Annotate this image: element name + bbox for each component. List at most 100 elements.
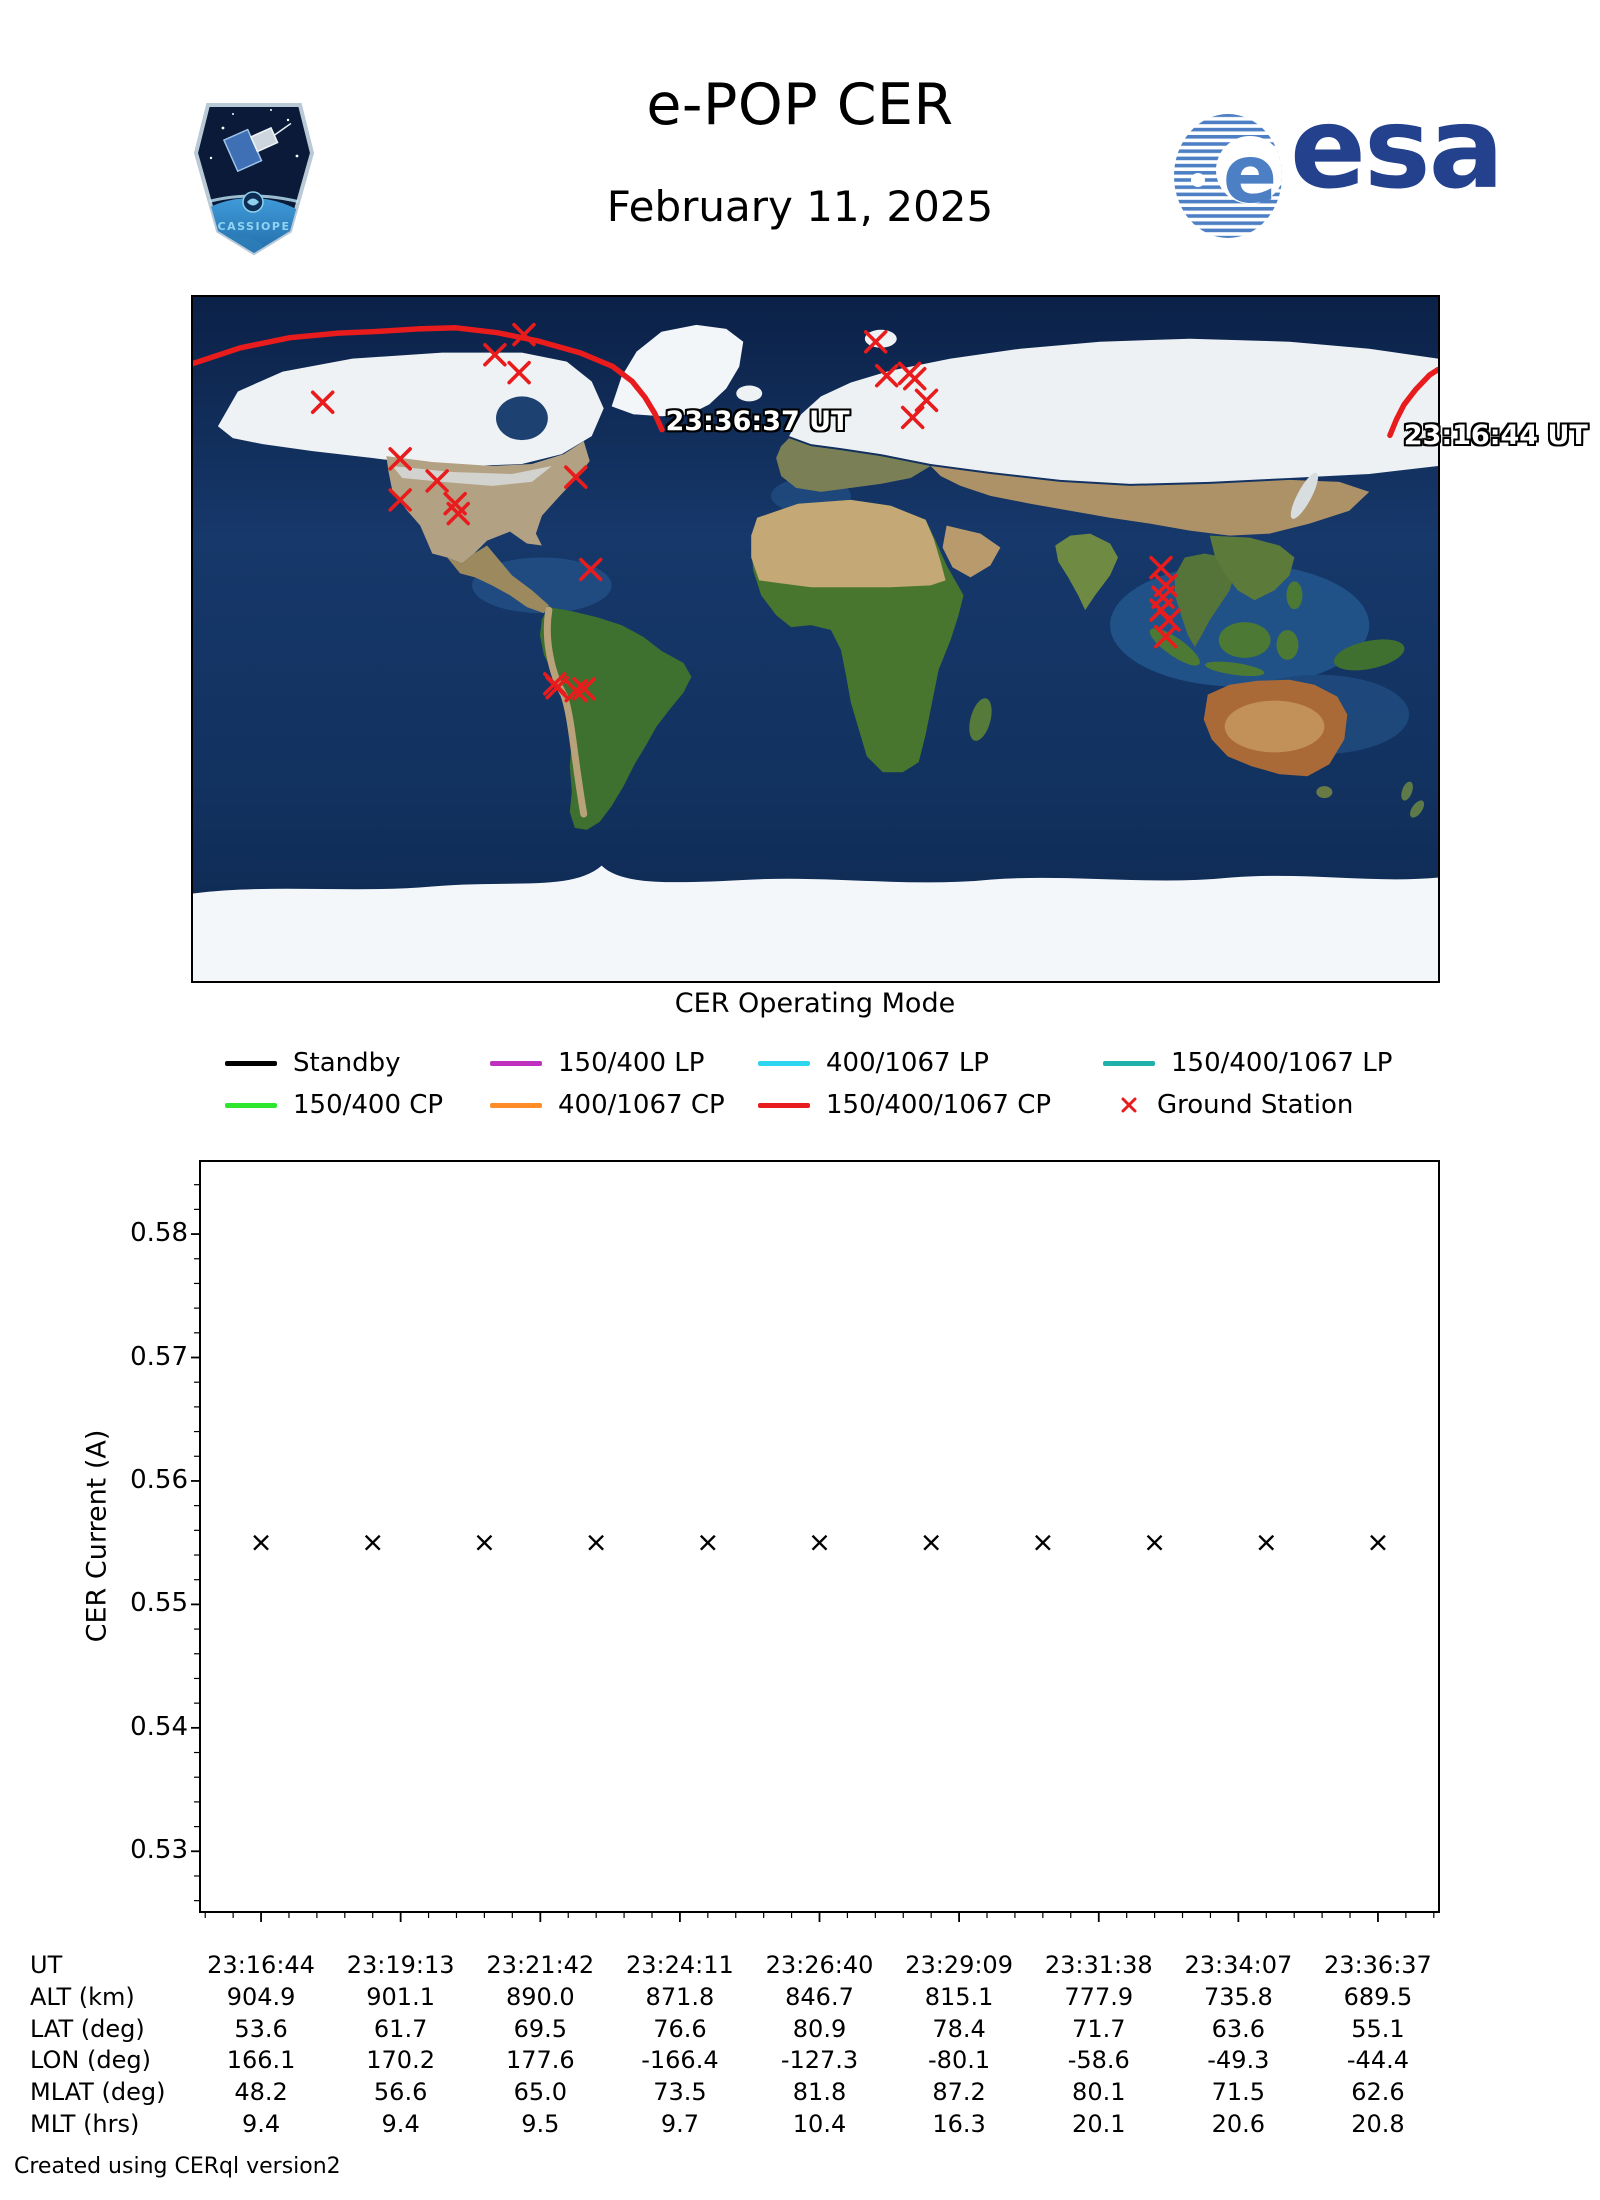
table-cell: 689.5 bbox=[1343, 1982, 1413, 2011]
ground-station-marker bbox=[507, 360, 531, 385]
table-cell: -58.6 bbox=[1067, 2046, 1130, 2075]
table-cell: 9.7 bbox=[660, 2110, 699, 2138]
table-cell: 53.6 bbox=[234, 2014, 288, 2043]
satellite-track bbox=[193, 325, 1438, 439]
y-tick-label: 0.55 bbox=[130, 1588, 188, 1619]
cer-current-point bbox=[1258, 1534, 1275, 1551]
cassiope-mission-patch: CASSIOPE bbox=[193, 98, 315, 258]
legend-item: Ground Station bbox=[1103, 1090, 1353, 1120]
track-end-time-label: 23:36:37 UT bbox=[665, 406, 850, 438]
table-cell: 71.5 bbox=[1211, 2078, 1266, 2107]
esa-logo: e esa bbox=[1172, 84, 1504, 247]
table-cell: 9.4 bbox=[241, 2110, 281, 2138]
cassiope-patch-label: CASSIOPE bbox=[218, 220, 291, 233]
table-cell: 846.7 bbox=[785, 1982, 854, 2011]
table-row-label: LON (deg) bbox=[30, 2046, 151, 2075]
map-caption: CER Operating Mode bbox=[674, 988, 956, 1019]
table-cell: 23:31:38 bbox=[1044, 1951, 1153, 1979]
table-cell: 61.7 bbox=[373, 2014, 428, 2043]
page-title: e-POP CER bbox=[646, 72, 954, 138]
cer-current-point bbox=[476, 1534, 493, 1551]
table-cell: -80.1 bbox=[928, 2046, 991, 2075]
table-cell: -127.3 bbox=[780, 2046, 859, 2075]
table-cell: 76.6 bbox=[653, 2014, 707, 2043]
cer-current-point bbox=[364, 1534, 381, 1551]
cer-current-point bbox=[923, 1534, 940, 1551]
table-cell: 777.9 bbox=[1064, 1982, 1134, 2011]
legend-item: 150/400 LP bbox=[490, 1048, 704, 1078]
table-cell: 890.0 bbox=[505, 1982, 575, 2011]
table-cell: 73.5 bbox=[653, 2078, 707, 2107]
cer-current-point bbox=[588, 1534, 604, 1551]
legend-line-swatch bbox=[225, 1102, 277, 1108]
table-cell: 23:21:42 bbox=[486, 1951, 595, 1979]
legend-item-label: 400/1067 LP bbox=[826, 1048, 989, 1078]
table-cell: 63.6 bbox=[1211, 2014, 1266, 2043]
ground-station-marker bbox=[512, 322, 536, 347]
table-cell: 87.2 bbox=[932, 2078, 986, 2107]
y-tick-label: 0.54 bbox=[130, 1711, 188, 1742]
table-cell: 871.8 bbox=[645, 1982, 715, 2011]
ground-track-map: 23:36:37 UT 23:16:44 UT bbox=[191, 295, 1588, 983]
legend-item: 150/400/1067 CP bbox=[758, 1090, 1051, 1120]
legend-item-label: 150/400 LP bbox=[558, 1048, 705, 1078]
table-cell: 55.1 bbox=[1351, 2014, 1405, 2043]
legend-item-label: Standby bbox=[293, 1048, 401, 1078]
cer-current-point bbox=[1035, 1534, 1051, 1551]
ground-station-marker bbox=[545, 675, 569, 700]
y-tick-label: 0.53 bbox=[130, 1835, 188, 1866]
table-cell: 901.1 bbox=[366, 1982, 435, 2011]
table-cell: 9.4 bbox=[381, 2110, 420, 2138]
legend-item-label: 150/400/1067 CP bbox=[826, 1090, 1052, 1120]
table-cell: 815.1 bbox=[924, 1982, 994, 2011]
y-axis-label: CER Current (A) bbox=[81, 1429, 113, 1643]
table-cell: 62.6 bbox=[1351, 2078, 1405, 2107]
table-cell: 904.9 bbox=[226, 1982, 296, 2011]
esa-globe-icon: e bbox=[1174, 114, 1282, 238]
ground-station-marker bbox=[564, 678, 588, 703]
legend-item-label: 150/400 CP bbox=[293, 1090, 444, 1120]
legend-item: Standby bbox=[225, 1048, 401, 1078]
legend-line-swatch bbox=[490, 1060, 542, 1066]
legend-item-label: 400/1067 CP bbox=[558, 1090, 725, 1120]
table-cell: 23:24:11 bbox=[626, 1951, 734, 1979]
cer-current-axes bbox=[191, 1160, 1440, 1922]
ground-station-marker bbox=[914, 388, 939, 413]
page-date: February 11, 2025 bbox=[606, 182, 994, 231]
table-cell: 80.9 bbox=[792, 2014, 847, 2043]
cer-current-point bbox=[699, 1534, 716, 1551]
ground-station-marker bbox=[483, 343, 507, 367]
ground-station-marker bbox=[388, 447, 412, 471]
ground-station-marker bbox=[1149, 555, 1173, 580]
table-cell: 71.7 bbox=[1072, 2014, 1126, 2043]
cer-current-point bbox=[253, 1534, 269, 1551]
table-cell: 10.4 bbox=[792, 2110, 847, 2138]
ground-station-marker bbox=[310, 390, 335, 414]
y-tick-label: 0.58 bbox=[130, 1218, 188, 1249]
ground-station-marker bbox=[874, 363, 899, 388]
table-cell: 23:26:40 bbox=[765, 1951, 874, 1979]
table-cell: 65.0 bbox=[513, 2078, 568, 2107]
legend-item: 150/400/1067 LP bbox=[1103, 1048, 1392, 1078]
ground-station-marker bbox=[425, 469, 449, 493]
ground-station-marker bbox=[572, 677, 596, 701]
table-cell: 170.2 bbox=[366, 2046, 435, 2075]
svg-text:e: e bbox=[1223, 128, 1277, 221]
ground-station-marker bbox=[1154, 624, 1178, 649]
table-cell: 16.3 bbox=[932, 2110, 986, 2138]
legend-item-label: 150/400/1067 LP bbox=[1171, 1048, 1393, 1078]
table-cell: 78.4 bbox=[932, 2014, 986, 2043]
ground-stations bbox=[310, 322, 1181, 703]
table-cell: 69.5 bbox=[513, 2014, 568, 2043]
table-cell: 23:36:37 bbox=[1324, 1951, 1432, 1979]
ground-station-marker bbox=[446, 501, 471, 526]
table-row-label: UT bbox=[30, 1951, 63, 1979]
legend-line-swatch bbox=[758, 1102, 810, 1108]
cer-current-point bbox=[1146, 1534, 1163, 1551]
ground-station-marker bbox=[564, 465, 588, 489]
y-tick-label: 0.56 bbox=[130, 1464, 188, 1495]
table-cell: 20.8 bbox=[1351, 2110, 1405, 2138]
legend-line-swatch bbox=[1103, 1060, 1155, 1066]
y-tick-label: 0.57 bbox=[130, 1341, 188, 1372]
